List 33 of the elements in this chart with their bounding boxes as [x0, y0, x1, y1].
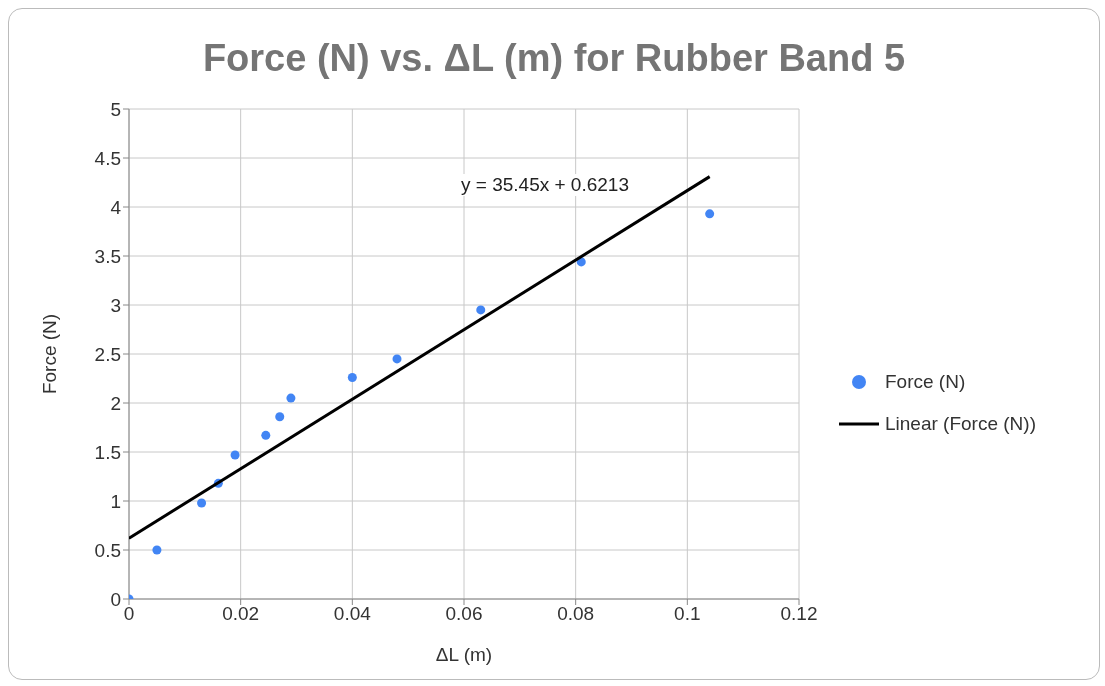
y-tick-label: 4.5 [94, 147, 121, 169]
chart-title: Force (N) vs. ΔL (m) for Rubber Band 5 [201, 37, 907, 80]
point [152, 545, 162, 555]
x-tick-label: 0.12 [780, 603, 818, 625]
x-axis-title: ΔL (m) [435, 644, 493, 665]
y-tick-label: 3 [110, 294, 121, 316]
y-axis-title: Force (N) [38, 313, 60, 395]
x-tick-label: 0.02 [222, 603, 260, 625]
y-tick-label: 5 [110, 98, 121, 120]
y-tick-label: 1 [110, 490, 121, 512]
y-tick-label: 4 [110, 196, 122, 218]
y-tick-label: 1.5 [94, 441, 121, 463]
y-tick-label: 0 [110, 588, 121, 610]
legend-label: Linear (Force (N)) [885, 413, 1036, 435]
x-tick-label: 0.1 [674, 603, 701, 625]
point [197, 498, 207, 508]
x-tick-label: 0.06 [445, 603, 483, 625]
point [261, 430, 271, 440]
point [476, 305, 486, 315]
point [347, 373, 357, 383]
point [392, 354, 402, 364]
y-tick-label: 0.5 [94, 539, 121, 561]
y-tick-label: 3.5 [94, 245, 121, 267]
legend-label: Force (N) [885, 371, 966, 393]
y-tick-label: 2 [110, 392, 121, 414]
point [275, 412, 285, 422]
y-tick-label: 2.5 [94, 343, 121, 365]
point [705, 209, 715, 219]
x-tick-label: 0.08 [557, 603, 595, 625]
point [286, 393, 296, 403]
point [230, 450, 240, 460]
annotation: y = 35.45x + 0.6213 [461, 174, 629, 196]
x-tick-label: 0.04 [333, 603, 372, 625]
